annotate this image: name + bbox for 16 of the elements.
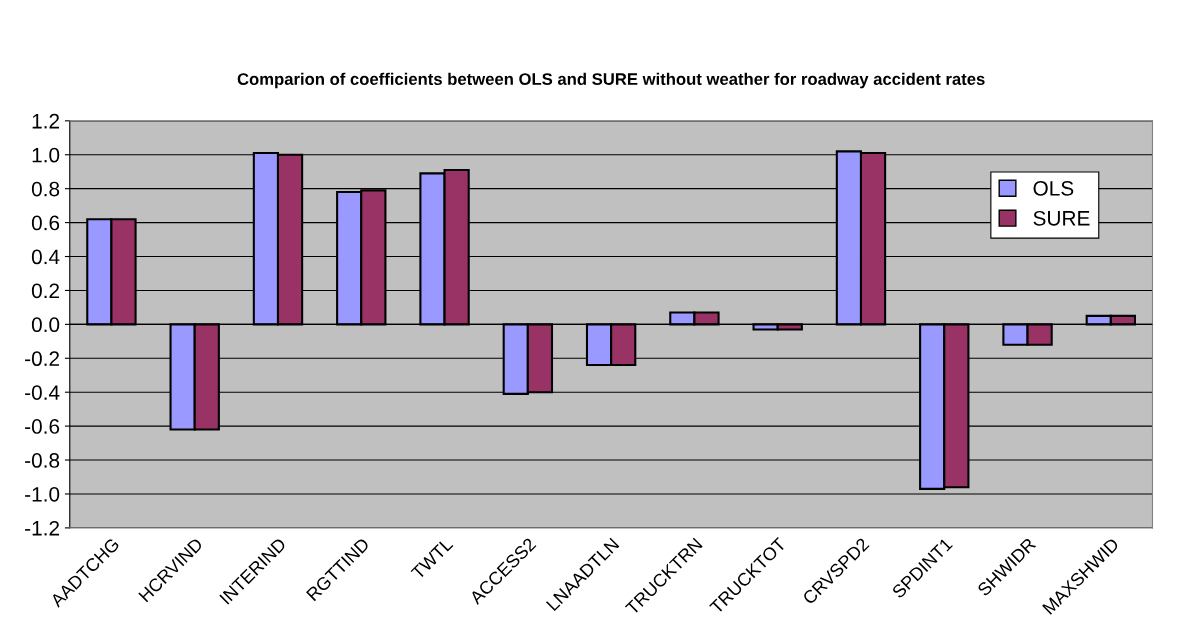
y-tick-label: 1.0 <box>32 147 60 163</box>
y-tick-label: 0.6 <box>31 215 60 231</box>
legend-label: OLS <box>1033 180 1074 196</box>
y-tick-label: 0.8 <box>31 181 60 197</box>
y-tick-label: -0.2 <box>25 351 60 367</box>
y-tick-label: 1.2 <box>32 113 60 129</box>
y-tick-label: 0.4 <box>31 249 60 265</box>
y-tick-label: -0.6 <box>25 419 60 434</box>
y-tick-label: -1.2 <box>25 520 60 536</box>
y-tick-label: 0.0 <box>31 317 60 333</box>
chart-title: Comparion of coefficients between OLS and SURE without weather for roadway accident rates <box>237 72 985 89</box>
y-tick-label: -0.4 <box>25 385 60 400</box>
y-tick-label: 0.2 <box>31 283 60 299</box>
legend-label: SURE <box>1033 210 1090 226</box>
y-tick-label: -0.8 <box>25 453 60 468</box>
y-tick-label: -1.0 <box>25 486 60 502</box>
